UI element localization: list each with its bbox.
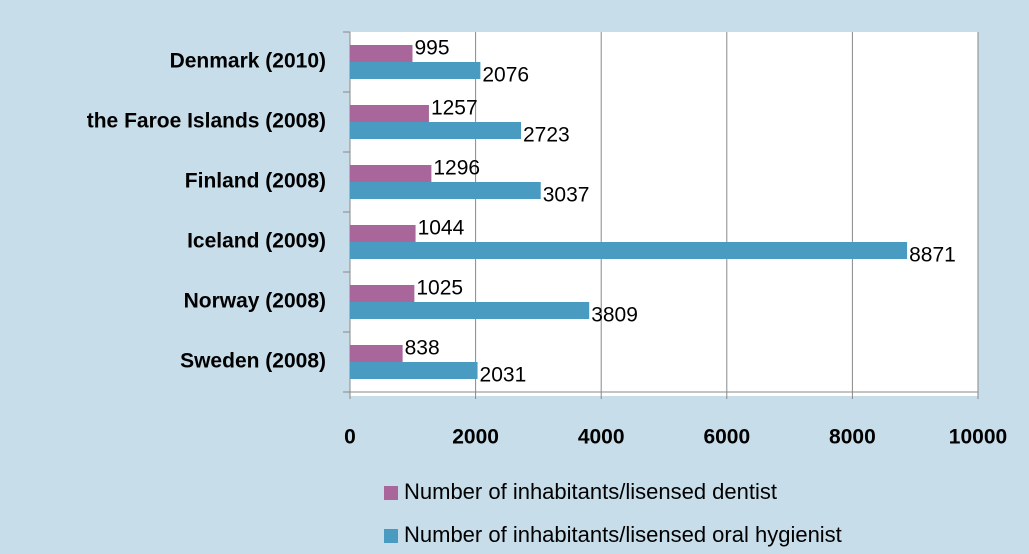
data-label: 8871 [909, 244, 956, 267]
bar [350, 345, 403, 362]
y-tick-label: Iceland (2009) [187, 230, 326, 253]
legend-label: Number of inhabitants/lisensed oral hygi… [404, 522, 842, 547]
bar [350, 45, 413, 62]
data-label: 1044 [418, 217, 465, 240]
bar [350, 165, 432, 182]
data-label: 2076 [482, 64, 529, 87]
data-label: 1025 [416, 277, 463, 300]
bar [350, 62, 481, 79]
legend-label: Number of inhabitants/lisensed dentist [404, 479, 777, 504]
data-label: 3037 [543, 184, 590, 207]
plot-area [350, 32, 978, 396]
y-tick-label: Denmark (2010) [170, 50, 326, 73]
bar [350, 225, 416, 242]
x-tick-label: 2000 [452, 426, 499, 449]
x-tick-label: 10000 [949, 426, 1007, 449]
data-label: 1296 [433, 157, 480, 180]
x-tick-label: 4000 [578, 426, 625, 449]
y-tick-label: Finland (2008) [185, 170, 326, 193]
bar [350, 242, 908, 259]
data-label: 995 [414, 37, 449, 60]
x-tick-label: 8000 [829, 426, 876, 449]
x-tick-label: 0 [344, 426, 356, 449]
data-label: 1257 [431, 97, 478, 120]
bar [350, 302, 590, 319]
bar [350, 362, 478, 379]
bar [350, 285, 415, 302]
data-label: 2723 [523, 124, 570, 147]
bar [350, 182, 541, 199]
data-label: 838 [405, 337, 440, 360]
legend-swatch [384, 529, 398, 543]
y-tick-label: the Faroe Islands (2008) [87, 110, 326, 133]
x-tick-label: 6000 [703, 426, 750, 449]
bar [350, 122, 522, 139]
y-tick-label: Norway (2008) [184, 290, 326, 313]
y-tick-label: Sweden (2008) [180, 350, 326, 373]
data-label: 2031 [480, 364, 527, 387]
bar [350, 105, 429, 122]
data-label: 3809 [591, 304, 638, 327]
legend-swatch [384, 486, 398, 500]
